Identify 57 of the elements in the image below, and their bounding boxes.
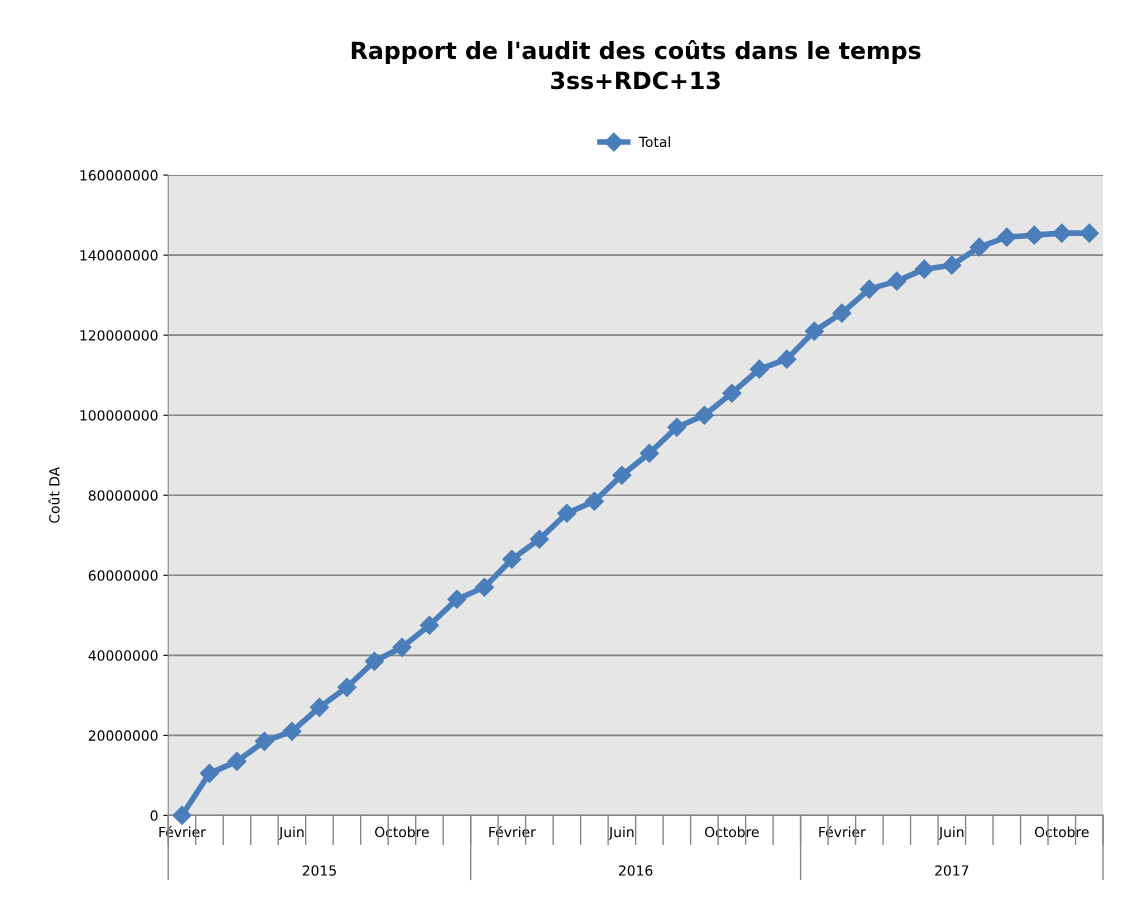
text: 2017 <box>935 865 969 876</box>
y-tick-label: 0 <box>150 810 158 821</box>
y-tick-label: 140000000 <box>80 250 158 261</box>
y-axis-title: Coût DA <box>48 466 60 523</box>
point <box>364 651 384 671</box>
y-tick-label: 120000000 <box>80 330 158 341</box>
point <box>419 615 439 635</box>
point <box>997 227 1017 247</box>
y-tick-label: 20000000 <box>88 730 158 741</box>
point <box>502 549 522 569</box>
y-tick-label: 80000000 <box>88 490 158 501</box>
point <box>942 255 962 275</box>
point <box>1079 223 1099 243</box>
point <box>337 677 357 697</box>
point <box>474 577 494 597</box>
x-tick-label: Juin <box>938 826 964 840</box>
x-tick-label: Juin <box>278 826 304 840</box>
point <box>969 237 989 257</box>
point <box>777 349 797 369</box>
point <box>282 721 302 741</box>
point <box>392 637 412 657</box>
point <box>254 731 274 751</box>
chart-title: Rapport de l'audit des coûts dans le temps 3ss+RDC+13 <box>351 40 921 90</box>
y-tick-label: 60000000 <box>88 570 158 581</box>
point <box>227 751 247 771</box>
point <box>722 383 742 403</box>
point <box>199 763 219 783</box>
point <box>172 805 192 825</box>
y-tick-label: 40000000 <box>88 650 158 661</box>
x-tick-label: Février <box>489 825 536 838</box>
point <box>309 697 329 717</box>
point <box>557 503 577 523</box>
point <box>667 417 687 437</box>
x-tick-label: Octobre <box>705 826 759 838</box>
x-tick-label: Octobre <box>375 826 429 838</box>
point <box>694 405 714 425</box>
point <box>1052 223 1072 243</box>
point <box>529 529 549 549</box>
x-tick-label: Février <box>819 825 866 838</box>
point <box>859 279 879 299</box>
point <box>639 443 659 463</box>
text: 2016 <box>618 865 653 876</box>
point <box>1024 225 1044 245</box>
point <box>804 321 824 341</box>
point <box>447 589 467 609</box>
point <box>887 271 907 291</box>
point <box>749 359 769 379</box>
point <box>914 259 934 279</box>
point <box>584 491 604 511</box>
point <box>612 465 632 485</box>
x-tick-label: Octobre <box>1034 826 1089 838</box>
y-tick-label: 160000000 <box>80 170 158 181</box>
point <box>832 303 852 323</box>
y-tick-label: 100000000 <box>80 410 158 421</box>
legend-label: Total <box>638 136 670 148</box>
x-tick-label: Juin <box>608 826 634 840</box>
text: 2015 <box>302 865 336 876</box>
